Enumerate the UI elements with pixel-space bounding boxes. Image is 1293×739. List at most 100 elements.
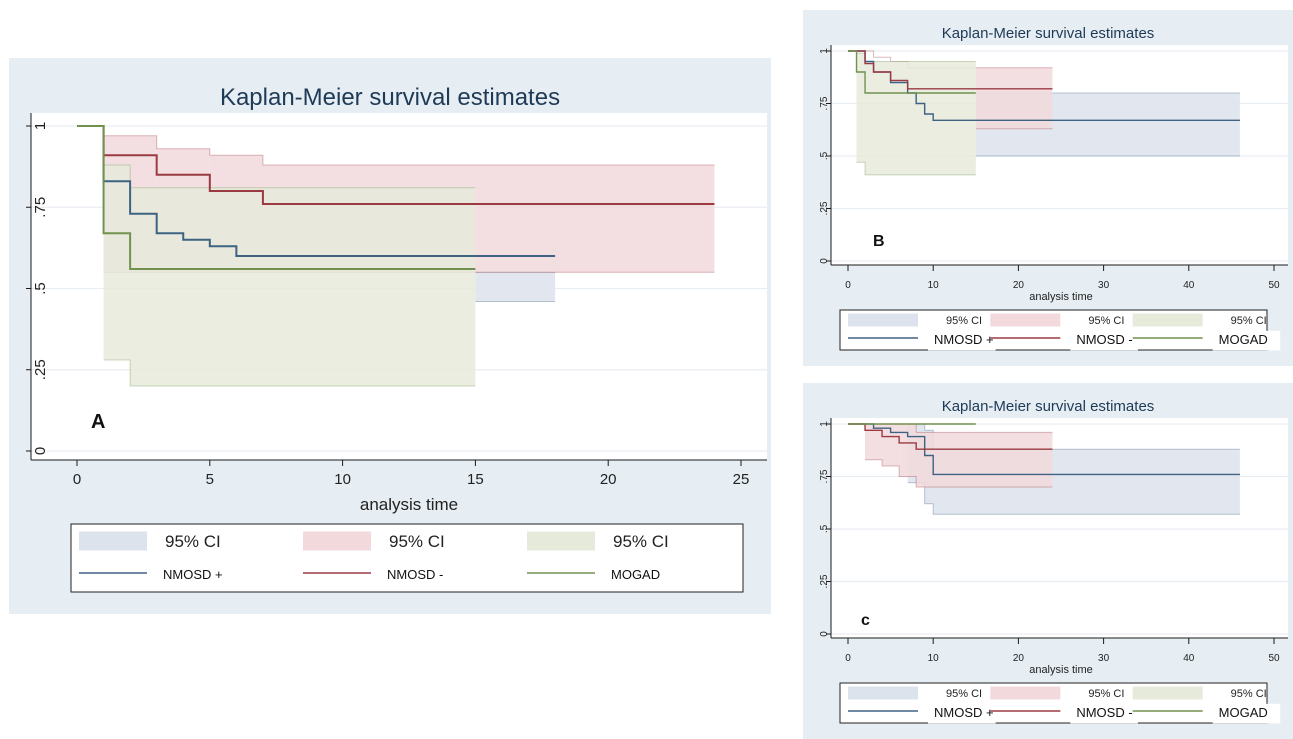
legend-series-label: NMOSD + <box>934 332 994 347</box>
x-tick-label: 10 <box>928 653 940 664</box>
legend-ci-label: 95% CI <box>165 532 221 551</box>
y-tick-label: 1 <box>32 122 49 130</box>
legend-series-label: MOGAD <box>611 567 660 582</box>
legend-label-backdrop <box>928 330 996 351</box>
x-tick-label: 20 <box>1013 280 1025 291</box>
ci-lower-edge <box>856 161 976 176</box>
panel-label: A <box>91 411 105 433</box>
y-tick-label: .5 <box>32 282 49 295</box>
y-tick-label: 1 <box>819 48 830 54</box>
legend-series-label: NMOSD - <box>1076 705 1132 720</box>
kaplan-meier-chart-c: 0.25.5.75 1 0 10 20 30 40 50 Kaplan-Meier surviv… <box>803 383 1293 739</box>
legend-ci-swatch <box>848 686 918 700</box>
y-tick-label: .25 <box>32 359 49 380</box>
survival-line-3 <box>77 125 476 270</box>
kaplan-meier-chart-a: 0.25.5.75 1 0 5 10 15 20 25 Kaplan-Meier surviva… <box>9 58 771 614</box>
legend-series-label: NMOSD + <box>163 567 223 582</box>
x-axis-title: analysis time <box>1029 291 1093 303</box>
x-tick-label: 25 <box>733 471 750 488</box>
y-tick-label: 0 <box>819 258 830 264</box>
kaplan-meier-chart-b: 0.25.5.75 1 0 10 20 30 40 50 Kaplan-Meier surviv… <box>803 10 1293 366</box>
legend-ci-swatch <box>1132 686 1203 700</box>
survival-line-3 <box>848 50 976 94</box>
x-tick-label: 40 <box>1183 280 1195 291</box>
y-tick-label: 0 <box>32 447 49 455</box>
chart-title: Kaplan-Meier survival estimates <box>942 25 1155 42</box>
legend-label-backdrop <box>1212 330 1281 351</box>
legend-label-backdrop <box>1070 703 1138 724</box>
x-tick-label: 30 <box>1098 653 1110 664</box>
x-tick-label: 15 <box>467 471 484 488</box>
legend-ci-swatch <box>990 686 1061 700</box>
legend-label-backdrop <box>605 565 673 586</box>
legend-label-backdrop <box>928 703 996 724</box>
x-tick-label: 0 <box>845 653 851 664</box>
legend-ci-swatch <box>1132 313 1203 327</box>
x-tick-label: 5 <box>206 471 214 488</box>
x-tick-label: 20 <box>600 471 617 488</box>
y-tick-label: .75 <box>819 469 830 483</box>
panel-label: B <box>873 233 885 250</box>
ci-lower-edge <box>103 359 476 387</box>
y-tick-label: .5 <box>819 524 830 533</box>
legend-label-backdrop <box>1070 330 1138 351</box>
legend-label-backdrop <box>381 565 449 586</box>
legend-ci-label: 95% CI <box>1231 688 1267 700</box>
panel-label: c <box>861 612 870 629</box>
legend-ci-label: 95% CI <box>1088 688 1124 700</box>
legend-series-label: NMOSD - <box>1076 332 1132 347</box>
x-tick-label: 50 <box>1268 280 1280 291</box>
legend-series-label: NMOSD + <box>934 705 994 720</box>
y-tick-label: .25 <box>819 201 830 215</box>
ci-band-3 <box>130 187 476 386</box>
legend-ci-swatch <box>848 313 918 327</box>
y-tick-label: .25 <box>819 574 830 588</box>
y-tick-label: .5 <box>819 151 830 160</box>
legend-ci-label: 95% CI <box>389 532 445 551</box>
ci-band-3 <box>856 53 866 163</box>
survival-line-1 <box>77 125 556 257</box>
x-tick-label: 40 <box>1183 653 1195 664</box>
ci-upper-edge <box>103 164 476 189</box>
legend-ci-swatch <box>79 531 147 551</box>
ci-band-1 <box>475 272 556 302</box>
ci-band-2 <box>882 424 900 466</box>
x-tick-label: 10 <box>334 471 351 488</box>
ci-band-3 <box>103 165 131 360</box>
legend-ci-swatch <box>303 531 371 551</box>
legend-ci-label: 95% CI <box>1088 315 1124 327</box>
chart-title: Kaplan-Meier survival estimates <box>220 84 560 111</box>
legend-series-label: MOGAD <box>1219 332 1268 347</box>
x-tick-label: 20 <box>1013 653 1025 664</box>
y-tick-label: .75 <box>32 197 49 218</box>
x-tick-label: 10 <box>928 280 940 291</box>
legend-ci-label: 95% CI <box>946 688 982 700</box>
survival-line-2 <box>848 423 1053 450</box>
legend-series-label: MOGAD <box>1219 705 1268 720</box>
legend-series-label: NMOSD - <box>387 567 443 582</box>
ci-upper-edge <box>103 135 715 166</box>
legend-ci-label: 95% CI <box>613 532 669 551</box>
legend-label-backdrop <box>1212 703 1281 724</box>
ci-lower-edge <box>865 459 1053 488</box>
x-axis-title: analysis time <box>360 495 458 514</box>
ci-band-2 <box>916 432 1053 487</box>
legend-ci-label: 95% CI <box>946 315 982 327</box>
survival-line-1 <box>848 423 1240 476</box>
y-tick-label: 1 <box>819 421 830 427</box>
ci-band-2 <box>975 67 1053 129</box>
x-tick-label: 50 <box>1268 653 1280 664</box>
y-tick-label: 0 <box>819 631 830 637</box>
ci-band-3 <box>865 61 976 175</box>
legend-label-backdrop <box>157 565 225 586</box>
ci-band-2 <box>865 424 883 460</box>
legend-ci-swatch <box>990 313 1061 327</box>
chart-title: Kaplan-Meier survival estimates <box>942 398 1155 415</box>
legend-ci-label: 95% CI <box>1231 315 1267 327</box>
x-tick-label: 0 <box>73 471 81 488</box>
legend-ci-swatch <box>527 531 595 551</box>
y-tick-label: .75 <box>819 96 830 110</box>
